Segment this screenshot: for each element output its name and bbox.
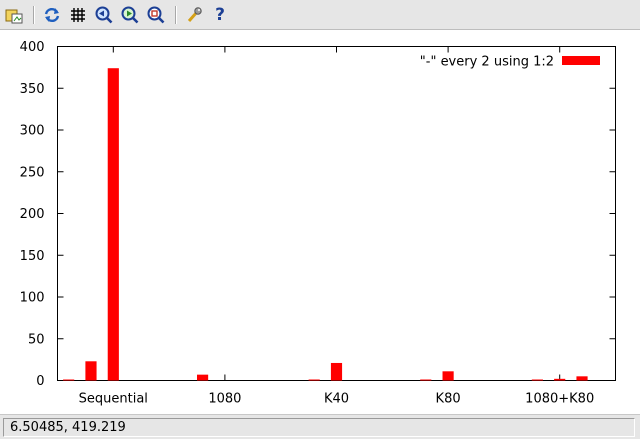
options-icon bbox=[187, 7, 202, 22]
x-tick-label: 1080+K80 bbox=[525, 392, 594, 407]
options-button[interactable] bbox=[184, 5, 204, 25]
help-icon: ? bbox=[215, 5, 225, 25]
bar bbox=[576, 376, 588, 381]
zoom-previous-button[interactable] bbox=[94, 5, 114, 25]
x-tick-label: 1080 bbox=[208, 392, 241, 407]
replot-button[interactable] bbox=[42, 5, 62, 25]
bar bbox=[330, 362, 343, 381]
bar-series bbox=[63, 68, 588, 381]
toolbar-separator bbox=[175, 6, 177, 24]
x-tick-label: K40 bbox=[324, 392, 349, 407]
unzoom-button[interactable] bbox=[146, 5, 166, 25]
legend-label: "-" every 2 using 1:2 bbox=[420, 55, 554, 70]
bar bbox=[63, 379, 75, 381]
zoom-next-button[interactable] bbox=[120, 5, 140, 25]
x-tick-label: Sequential bbox=[79, 392, 148, 407]
y-tick-label: 100 bbox=[20, 291, 45, 306]
y-axis: 0 50 100 150 200 250 300 350 400 bbox=[20, 40, 616, 389]
y-tick-label: 400 bbox=[20, 40, 45, 55]
replot-icon bbox=[44, 7, 60, 23]
bar bbox=[197, 374, 209, 381]
legend-swatch bbox=[562, 56, 600, 65]
x-tick-label: K80 bbox=[436, 392, 461, 407]
toolbar: ? bbox=[0, 0, 640, 30]
y-tick-label: 200 bbox=[20, 207, 45, 222]
cursor-coordinates: 6.50485, 419.219 bbox=[3, 418, 635, 437]
x-axis: Sequential 1080 K40 K80 1080+K80 bbox=[79, 46, 594, 407]
bar bbox=[554, 378, 566, 381]
plot-border bbox=[57, 46, 616, 381]
y-tick-label: 300 bbox=[20, 124, 45, 139]
grid-button[interactable] bbox=[68, 5, 88, 25]
export-button[interactable] bbox=[4, 5, 24, 25]
bar bbox=[85, 361, 97, 381]
zoom-next-icon bbox=[121, 6, 139, 24]
y-tick-label: 150 bbox=[20, 249, 45, 264]
plot-canvas[interactable]: 0 50 100 150 200 250 300 350 400 Sequential 1080 K… bbox=[0, 30, 640, 414]
bar bbox=[107, 68, 119, 381]
bar bbox=[308, 379, 320, 381]
status-bar: 6.50485, 419.219 bbox=[0, 414, 640, 439]
zoom-previous-icon bbox=[95, 6, 113, 24]
export-icon bbox=[5, 9, 23, 24]
y-tick-label: 0 bbox=[36, 374, 44, 389]
y-tick-label: 50 bbox=[28, 332, 45, 347]
unzoom-icon bbox=[147, 6, 165, 24]
y-tick-label: 350 bbox=[20, 82, 45, 97]
bar-chart: 0 50 100 150 200 250 300 350 400 Sequential 1080 K… bbox=[20, 40, 616, 407]
bar bbox=[531, 379, 543, 381]
bar bbox=[420, 379, 432, 381]
help-button[interactable]: ? bbox=[210, 5, 230, 25]
toolbar-separator bbox=[33, 6, 35, 24]
grid-icon bbox=[71, 8, 85, 22]
y-tick-label: 250 bbox=[20, 165, 45, 180]
bar bbox=[442, 371, 454, 381]
legend: "-" every 2 using 1:2 bbox=[420, 55, 600, 70]
